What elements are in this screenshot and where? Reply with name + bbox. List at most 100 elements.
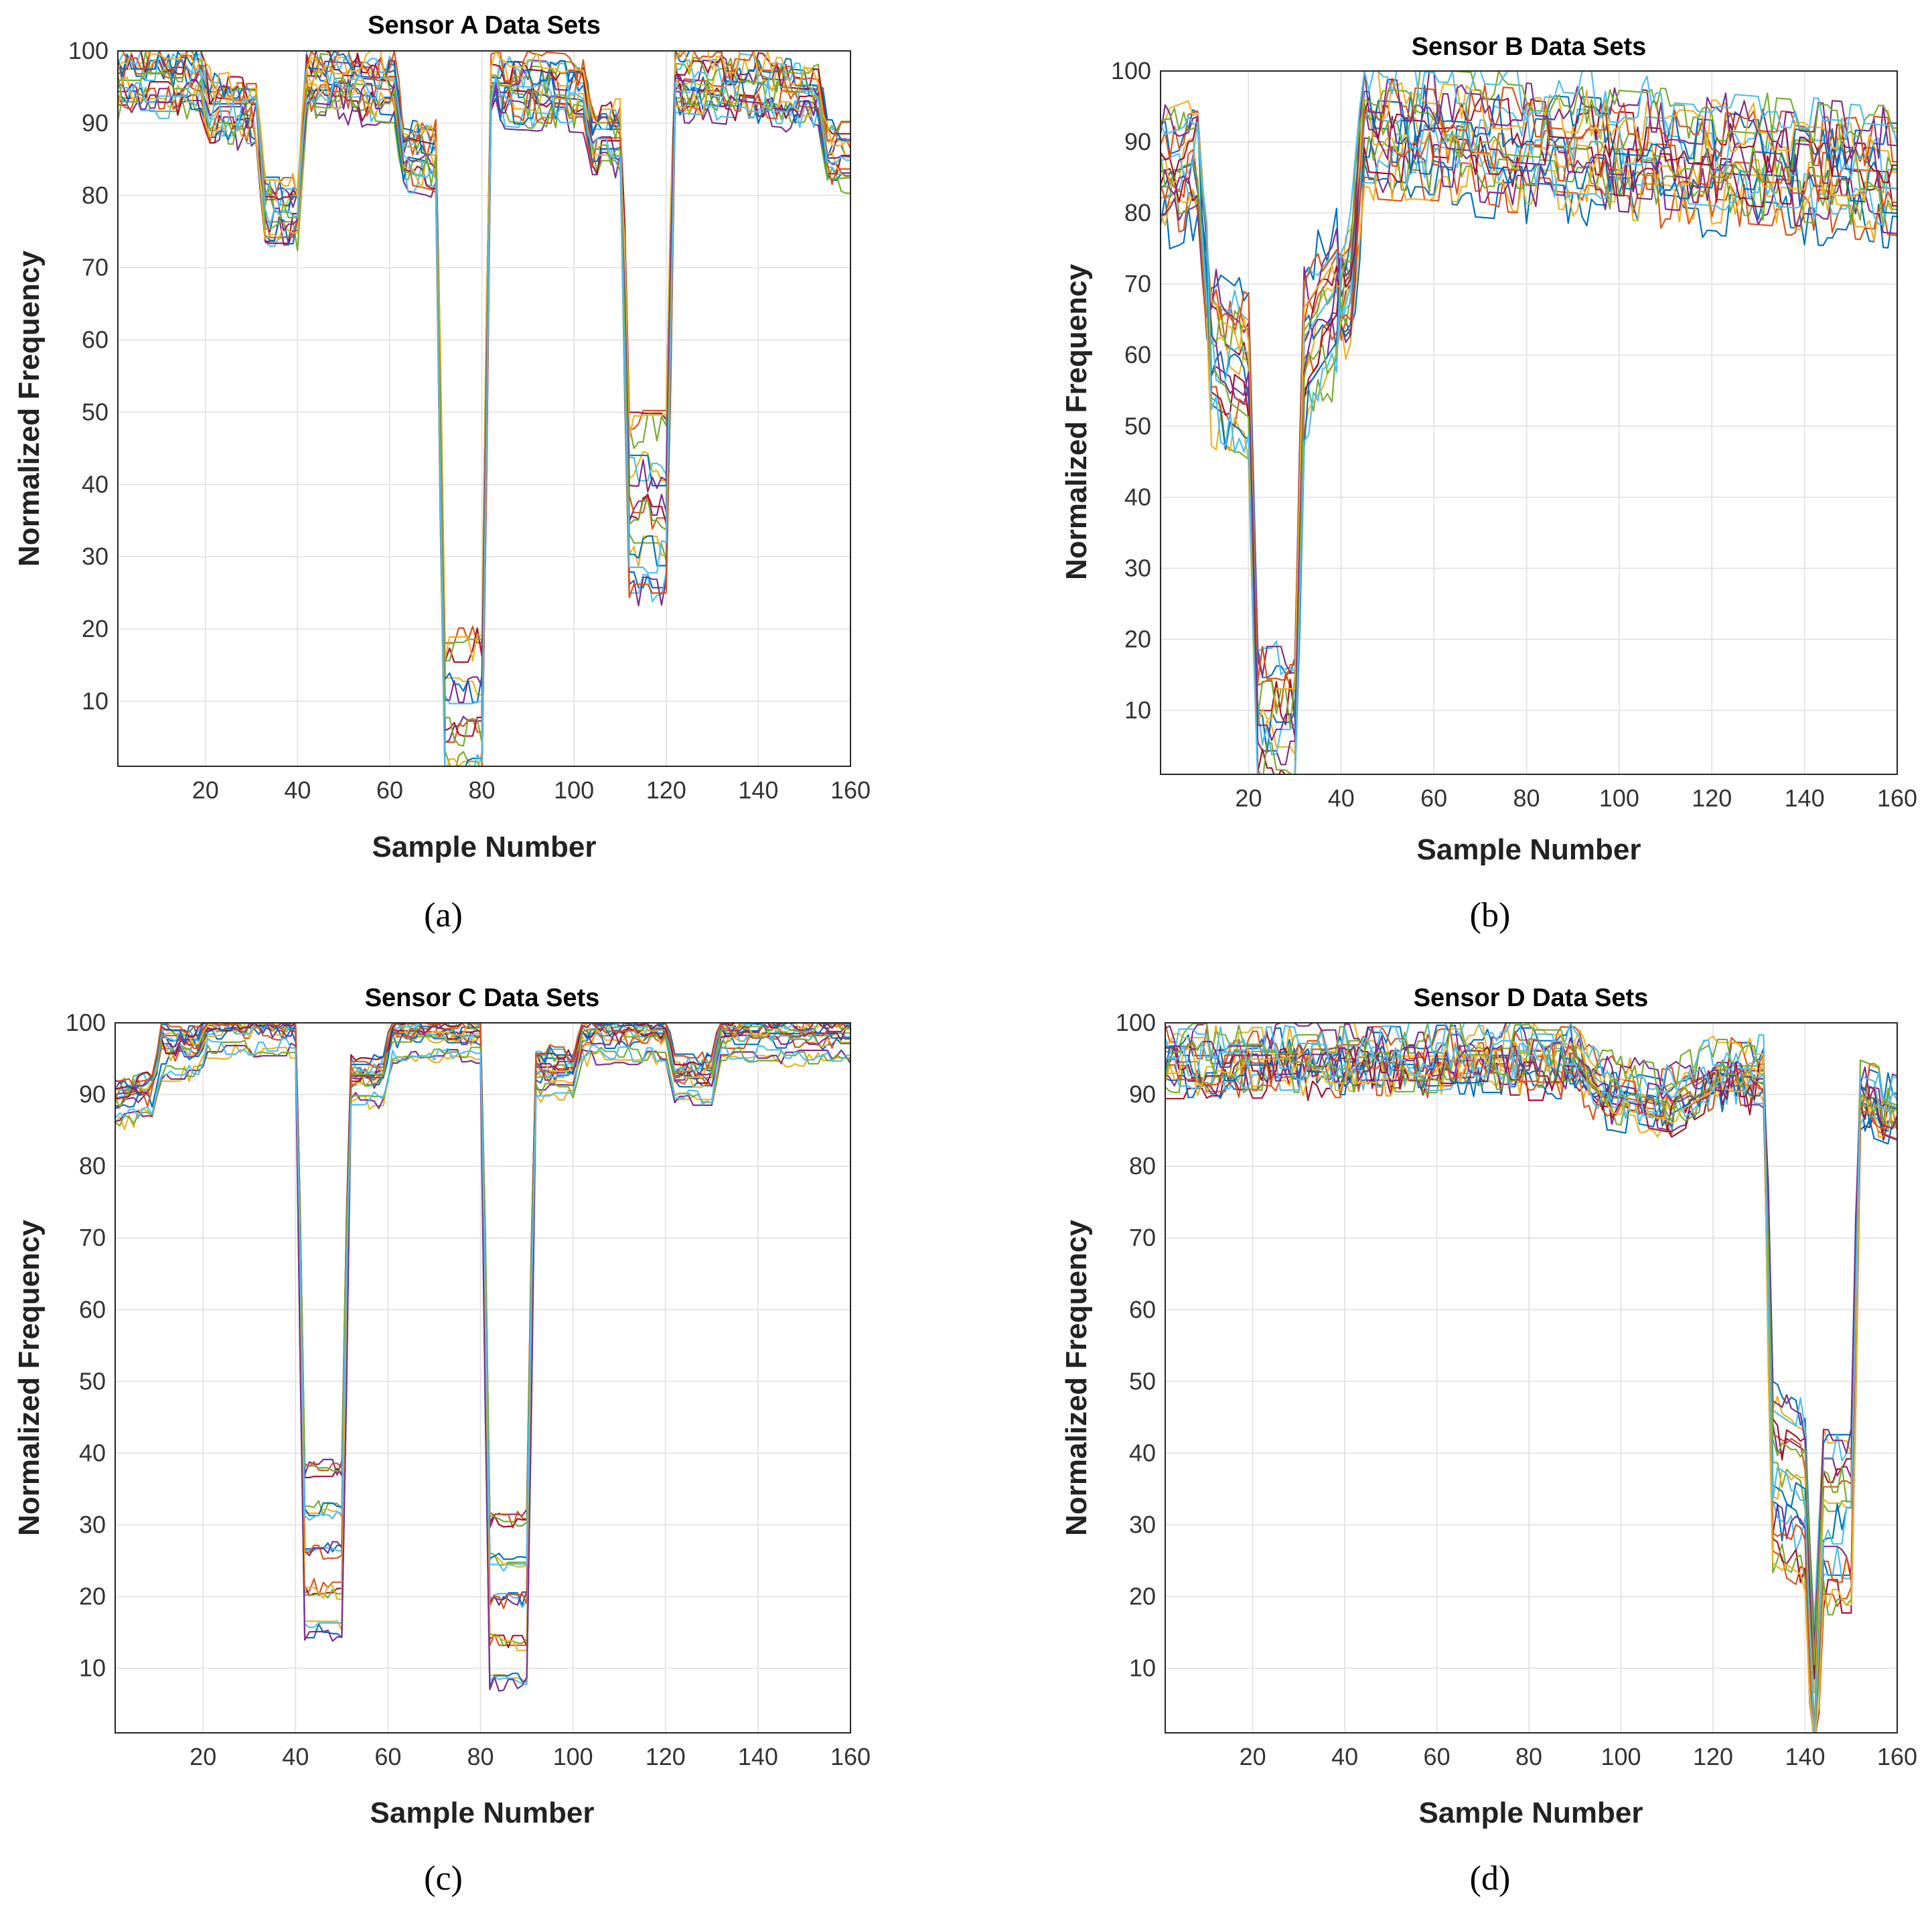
series-line-18 [1165, 1040, 1897, 1649]
y-tick-label: 50 [1129, 1367, 1156, 1395]
plot-area [1160, 70, 1898, 775]
series-line-3 [1161, 149, 1897, 756]
x-tick-label: 140 [738, 1743, 778, 1770]
y-axis-label: Normalized Frequency [1060, 264, 1093, 580]
y-tick-label: 20 [79, 1583, 106, 1610]
x-tick-label: 160 [1877, 1743, 1917, 1770]
x-axis-label: Sample Number [372, 831, 597, 863]
series-line-15 [1165, 1045, 1897, 1733]
y-tick-label: 70 [79, 1224, 106, 1251]
panel-caption: (a) [424, 896, 463, 934]
series-line-8 [1161, 119, 1897, 754]
chart-panel-d: Sensor D Data Sets Sample Number Normali… [1060, 984, 1917, 1898]
series-line-20 [115, 1038, 850, 1572]
x-tick-label: 60 [376, 776, 403, 804]
y-tick-label: 20 [82, 615, 108, 642]
y-tick-label: 60 [82, 326, 108, 354]
x-tick-label: 140 [738, 776, 778, 804]
y-tick-label: 20 [1124, 625, 1151, 652]
chart-panel-c: Sensor C Data Sets Sample Number Normali… [13, 984, 871, 1898]
y-tick-label: 40 [1129, 1439, 1156, 1466]
tick-labels: 20 40 60 80 100 120 140 160 10 20 30 40 50 60 70 80 90 10… [66, 1009, 871, 1770]
y-tick-label: 10 [82, 687, 108, 715]
y-tick-label: 10 [1129, 1654, 1156, 1682]
series-line-6 [1161, 133, 1897, 676]
series-line-17 [1161, 71, 1897, 725]
y-tick-label: 100 [68, 37, 108, 64]
series-line-2 [1165, 1024, 1897, 1733]
x-tick-label: 80 [1515, 1743, 1542, 1770]
series-line-1 [1161, 161, 1897, 679]
y-tick-label: 100 [66, 1009, 106, 1036]
series-group [118, 51, 850, 766]
x-tick-label: 20 [190, 1743, 216, 1770]
y-tick-label: 10 [79, 1654, 106, 1682]
plot-area [1165, 1022, 1898, 1734]
y-tick-label: 80 [82, 182, 108, 209]
x-tick-label: 100 [1599, 784, 1639, 812]
y-tick-label: 90 [82, 109, 108, 137]
x-tick-label: 120 [1693, 1743, 1733, 1770]
series-line-9 [1165, 1054, 1897, 1657]
series-line-20 [1161, 71, 1897, 774]
x-tick-label: 120 [646, 776, 686, 804]
series-line-19 [1161, 71, 1897, 774]
x-axis-label: Sample Number [1417, 833, 1641, 866]
x-tick-label: 80 [469, 776, 496, 804]
series-line-4 [1161, 137, 1897, 766]
series-line-5 [1161, 135, 1897, 774]
series-line-1 [1165, 1024, 1897, 1733]
y-tick-label: 30 [79, 1510, 106, 1538]
series-line-12 [1161, 100, 1897, 729]
y-tick-label: 60 [79, 1295, 106, 1323]
series-line-19 [1165, 1038, 1897, 1666]
panel-caption: (d) [1470, 1859, 1511, 1898]
y-axis-label: Normalized Frequency [13, 251, 46, 567]
y-axis-label: Normalized Frequency [13, 1220, 46, 1536]
x-tick-label: 160 [1877, 784, 1917, 812]
y-tick-label: 90 [1129, 1080, 1156, 1108]
x-tick-label: 160 [830, 1743, 871, 1770]
y-tick-label: 60 [1129, 1295, 1156, 1323]
series-line-18 [115, 1042, 850, 1692]
series-line-3 [1165, 1023, 1897, 1624]
series-line-20 [1165, 1037, 1897, 1733]
x-tick-label: 100 [1601, 1743, 1641, 1770]
x-axis-label: Sample Number [370, 1796, 595, 1829]
series-line-5 [1165, 1023, 1897, 1730]
gridlines [1165, 1022, 1898, 1733]
series-line-17 [1165, 1041, 1897, 1733]
tick-labels: 20 40 60 80 100 120 140 160 10 20 30 40 50 60 70 80 90 10… [1111, 57, 1917, 812]
plot-area [115, 1022, 851, 1734]
y-tick-label: 90 [79, 1080, 106, 1108]
series-line-11 [1161, 102, 1897, 677]
chart-title: Sensor A Data Sets [368, 11, 601, 40]
y-tick-label: 70 [1124, 270, 1151, 297]
y-tick-label: 80 [1129, 1152, 1156, 1180]
y-tick-label: 60 [1124, 341, 1151, 368]
y-tick-label: 90 [1124, 128, 1151, 155]
chart-title: Sensor C Data Sets [365, 984, 600, 1012]
y-tick-label: 30 [1129, 1510, 1156, 1538]
panel-caption: (b) [1470, 896, 1511, 934]
chart-title: Sensor D Data Sets [1414, 984, 1649, 1012]
y-tick-label: 80 [79, 1152, 106, 1180]
tick-labels: 20 40 60 80 100 120 140 160 10 20 30 40 50 60 70 80 90 10… [68, 37, 871, 804]
series-line-9 [1161, 115, 1897, 774]
x-axis-label: Sample Number [1419, 1796, 1643, 1829]
series-group [1165, 1023, 1897, 1733]
x-tick-label: 120 [1692, 784, 1732, 812]
series-line-7 [1161, 129, 1897, 725]
x-tick-label: 40 [1331, 1743, 1358, 1770]
x-tick-label: 60 [1424, 1743, 1451, 1770]
x-tick-label: 80 [467, 1743, 494, 1770]
series-line-7 [1165, 1057, 1897, 1733]
y-tick-label: 100 [1116, 1009, 1156, 1036]
y-tick-label: 70 [82, 254, 108, 281]
series-line-20 [118, 69, 850, 766]
y-tick-label: 50 [1124, 412, 1151, 439]
y-tick-label: 10 [1124, 697, 1151, 724]
x-tick-label: 100 [553, 1743, 593, 1770]
y-tick-label: 40 [82, 470, 108, 498]
